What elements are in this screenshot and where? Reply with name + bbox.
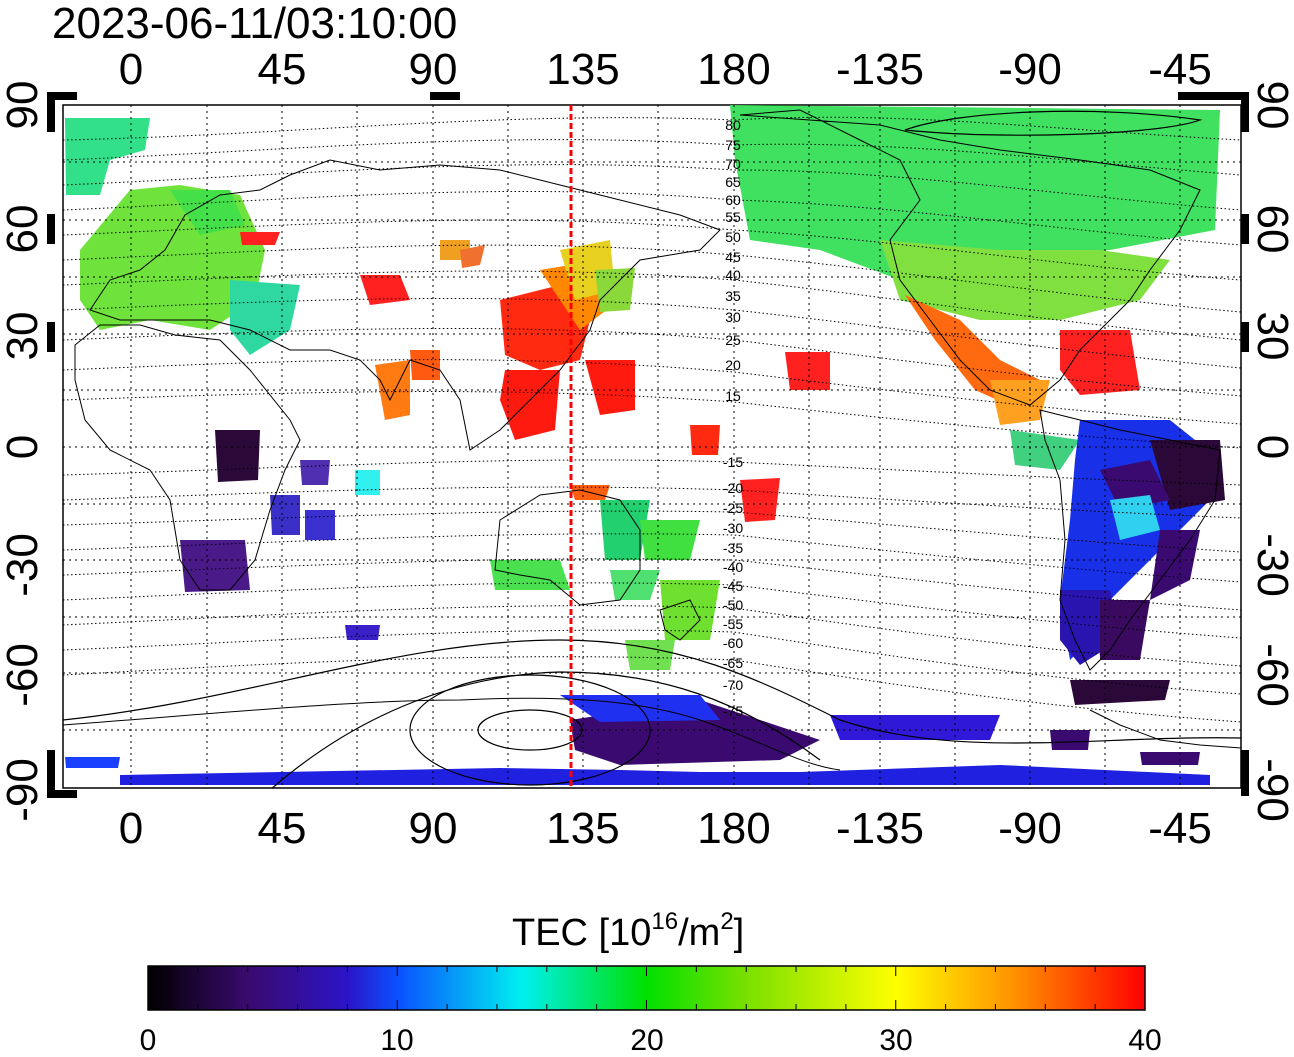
contour-label: 50	[725, 229, 741, 245]
contour-label: 20	[725, 357, 741, 373]
timestamp: 2023-06-11/03:10:00	[52, 0, 457, 48]
colorbar-tick-label: 0	[140, 1024, 157, 1057]
contour-label: 40	[725, 267, 741, 283]
tec-data-patches	[65, 105, 1225, 785]
colorbar-tick-label: 20	[630, 1024, 663, 1057]
left-lat-tick: -30	[0, 533, 47, 597]
contour-label: 65	[725, 174, 741, 190]
colorbar-title-mid: /m	[678, 912, 720, 954]
contour-label: -40	[723, 559, 743, 575]
axis-frame-bars	[47, 92, 1249, 798]
left-lat-tick: -90	[0, 758, 47, 822]
contour-label: 60	[725, 192, 741, 208]
right-lat-axis: 90 60 30 0 -30 -60 -90	[1248, 81, 1294, 822]
left-lat-tick: -60	[0, 643, 47, 707]
top-lon-tick: 0	[119, 45, 143, 94]
bottom-lon-tick: -135	[836, 804, 924, 853]
bottom-lon-tick: -45	[1148, 804, 1212, 853]
top-lon-tick: 45	[258, 45, 307, 94]
top-lon-tick: 90	[409, 45, 458, 94]
contour-label: 80	[725, 117, 741, 133]
map-panel: 80 75 70 65 60 55 50 45 40 35 30 25 20 1…	[62, 104, 1242, 789]
colorbar-ticks	[147, 966, 1146, 1010]
colorbar-title-sup2: 2	[720, 908, 733, 935]
right-lat-tick: -90	[1248, 758, 1294, 822]
bottom-lon-tick: 90	[409, 804, 458, 853]
left-lat-axis: 90 60 30 0 -30 -60 -90	[0, 81, 47, 822]
contour-label: 70	[725, 156, 741, 172]
bottom-lon-axis: 0 45 90 135 180 -135 -90 -45	[119, 804, 1212, 853]
right-lat-tick: 30	[1248, 312, 1294, 361]
contour-label: -15	[723, 454, 743, 470]
left-lat-tick: 60	[0, 205, 47, 254]
top-lon-axis: 0 45 90 135 180 -135 -90 -45	[119, 45, 1212, 94]
contour-label: -60	[723, 635, 743, 651]
contour-label: 55	[725, 209, 741, 225]
contour-label: 75	[725, 137, 741, 153]
colorbar-tick-label: 10	[380, 1024, 413, 1057]
contour-label: -55	[723, 616, 743, 632]
dip-contours-solid	[63, 110, 1241, 788]
top-lon-tick: 180	[697, 45, 770, 94]
contour-label: -45	[723, 578, 743, 594]
bottom-lon-tick: -90	[998, 804, 1062, 853]
colorbar-tick-label: 40	[1128, 1024, 1161, 1057]
top-lon-tick: -45	[1148, 45, 1212, 94]
colorbar-title-sup: 16	[651, 908, 678, 935]
contour-label: -70	[723, 677, 743, 693]
top-lon-tick: 135	[546, 45, 619, 94]
bottom-lon-tick: 135	[546, 804, 619, 853]
top-lon-tick: -90	[998, 45, 1062, 94]
contour-label: 35	[725, 288, 741, 304]
colorbar-title-end: ]	[734, 912, 745, 954]
colorbar-labels: 0 10 20 30 40	[140, 1024, 1162, 1057]
colorbar-title-main: TEC [10	[512, 912, 651, 954]
bottom-lon-tick: 45	[258, 804, 307, 853]
right-lat-tick: 0	[1248, 435, 1294, 459]
contour-label: -20	[723, 480, 743, 496]
left-lat-tick: 30	[0, 312, 47, 361]
contour-label: -75	[723, 703, 743, 719]
colorbar-tick-label: 30	[879, 1024, 912, 1057]
top-lon-tick: -135	[836, 45, 924, 94]
right-lat-tick: -60	[1248, 643, 1294, 707]
dip-contours	[63, 116, 1241, 723]
bottom-lon-tick: 180	[697, 804, 770, 853]
bottom-lon-tick: 0	[119, 804, 143, 853]
right-lat-tick: -30	[1248, 533, 1294, 597]
left-lat-tick: 0	[0, 435, 47, 459]
right-lat-tick: 90	[1248, 81, 1294, 130]
contour-label: 15	[725, 388, 741, 404]
contour-label: -35	[723, 540, 743, 556]
right-lat-tick: 60	[1248, 205, 1294, 254]
contour-label: -30	[723, 520, 743, 536]
contour-labels: 80 75 70 65 60 55 50 45 40 35 30 25 20 1…	[723, 117, 743, 719]
contour-label: -65	[723, 655, 743, 671]
contour-label: -25	[723, 500, 743, 516]
coastlines	[63, 109, 1241, 771]
contour-label: 45	[725, 249, 741, 265]
contour-label: 30	[725, 309, 741, 325]
colorbar-title: TEC [1016/m2]	[512, 908, 744, 954]
contour-label: 25	[725, 332, 741, 348]
contour-label: -50	[723, 597, 743, 613]
left-lat-tick: 90	[0, 81, 47, 130]
